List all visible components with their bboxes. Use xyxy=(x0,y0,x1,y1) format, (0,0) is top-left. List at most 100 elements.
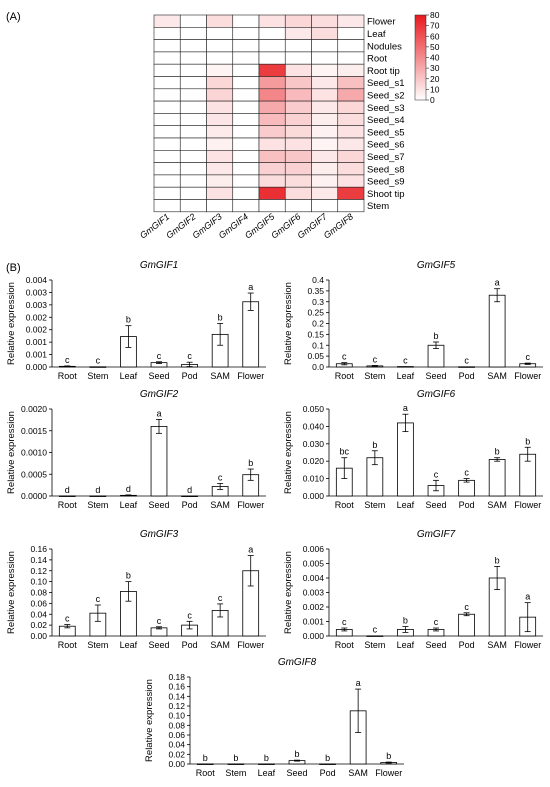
y-tick-label: 0.010 xyxy=(303,474,325,484)
heatmap-row-label: Leaf xyxy=(367,29,386,40)
heatmap-cell xyxy=(337,88,365,102)
chart-title: GmGIF8 xyxy=(278,657,317,668)
heatmap-col-label: GmGIF8 xyxy=(322,211,355,240)
x-tick-label: Root xyxy=(335,640,355,650)
heatmap-cell xyxy=(232,174,260,188)
heatmap-cell xyxy=(206,162,234,176)
x-tick-label: Seed xyxy=(425,371,446,381)
x-tick-label: Stem xyxy=(87,500,108,510)
y-tick-label: 0.004 xyxy=(26,275,48,285)
heatmap-cell xyxy=(337,26,365,40)
heatmap-row-label: Seed_s6 xyxy=(367,140,405,151)
x-tick-label: Flower xyxy=(514,640,541,650)
bar xyxy=(58,495,76,497)
y-tick-label: 0.002 xyxy=(303,602,325,612)
heatmap-cell xyxy=(284,26,312,40)
bar xyxy=(458,366,475,368)
y-tick-label: 0.02 xyxy=(168,749,185,759)
y-axis-label: Relative expression xyxy=(6,282,17,365)
heatmap-cell xyxy=(337,39,365,53)
heatmap-cell xyxy=(284,14,312,28)
significance-letter: b xyxy=(233,753,238,763)
significance-letter: c xyxy=(65,614,70,624)
y-tick-label: 0.1 xyxy=(312,340,324,350)
y-tick-label: 0.003 xyxy=(26,300,48,310)
x-tick-label: Leaf xyxy=(120,640,138,650)
chart-title: GmGIF7 xyxy=(417,529,456,540)
significance-letter: c xyxy=(342,617,347,627)
heatmap-cell xyxy=(206,14,234,28)
y-tick-label: 0.006 xyxy=(303,544,325,554)
heatmap-cell xyxy=(284,162,312,176)
y-tick-label: 0.4 xyxy=(312,275,324,285)
chart-title: GmGIF6 xyxy=(417,389,456,400)
heatmap-cell xyxy=(337,76,365,90)
significance-letter: d xyxy=(126,484,131,494)
bar xyxy=(458,613,475,637)
bar xyxy=(242,301,260,368)
x-tick-label: Seed xyxy=(286,768,307,778)
bar-chart-GmGIF1: GmGIF1 Relative expression 0.000 0.001 0.001… xyxy=(6,260,266,381)
y-tick-label: 0.3 xyxy=(312,297,324,307)
heatmap-cell xyxy=(179,100,207,114)
y-tick-label: 0.0005 xyxy=(21,469,47,479)
heatmap-cell xyxy=(258,186,286,200)
significance-letter: c xyxy=(157,616,162,626)
heatmap-cell xyxy=(206,100,234,114)
significance-letter: b xyxy=(218,313,223,323)
y-tick-label: 0.18 xyxy=(168,672,185,682)
significance-letter: a xyxy=(248,545,253,555)
colorbar-tick-label: 40 xyxy=(430,53,440,63)
heatmap-cell xyxy=(258,14,286,28)
significance-letter: c xyxy=(65,355,70,365)
y-tick-label: 0.000 xyxy=(303,491,325,501)
heatmap-cell xyxy=(232,51,260,65)
x-tick-label: Root xyxy=(58,371,78,381)
significance-letter: b xyxy=(495,555,500,565)
bar xyxy=(196,763,214,765)
heatmap-cell xyxy=(311,186,339,200)
y-axis-label: Relative expression xyxy=(283,282,294,365)
y-tick-label: 0.050 xyxy=(303,404,325,414)
x-tick-label: SAM xyxy=(210,500,230,510)
heatmap-cell xyxy=(179,174,207,188)
panel-label-b: (B) xyxy=(6,262,21,274)
heatmap-cell xyxy=(153,88,181,102)
y-tick-label: 0.25 xyxy=(307,308,324,318)
y-tick-label: 0.02 xyxy=(30,620,47,630)
significance-letter: a xyxy=(403,403,408,413)
heatmap-cell xyxy=(179,186,207,200)
heatmap-cell xyxy=(153,125,181,139)
heatmap-cell xyxy=(232,150,260,163)
y-tick-label: 0.05 xyxy=(307,351,324,361)
x-tick-label: Root xyxy=(58,640,78,650)
y-axis-label: Relative expression xyxy=(144,679,155,762)
y-axis-label: Relative expression xyxy=(283,411,294,494)
colorbar-tick-label: 50 xyxy=(430,42,440,52)
bar xyxy=(227,763,245,765)
y-tick-label: 0.14 xyxy=(168,691,185,701)
x-tick-label: Root xyxy=(335,371,355,381)
y-tick-label: 0.0 xyxy=(312,362,324,372)
heatmap-cell xyxy=(153,186,181,200)
x-tick-label: Pod xyxy=(182,640,198,650)
heatmap-row-label: Seed_s8 xyxy=(367,164,405,175)
heatmap-cell xyxy=(232,63,260,77)
y-tick-label: 0.001 xyxy=(26,337,48,347)
heatmap-row-label: Seed_s3 xyxy=(367,103,405,114)
significance-letter: d xyxy=(95,485,100,495)
y-tick-label: 0.35 xyxy=(307,286,324,296)
heatmap-cell xyxy=(258,88,286,102)
significance-letter: c xyxy=(342,352,347,362)
heatmap-cell xyxy=(284,100,312,114)
heatmap-cell xyxy=(284,199,312,213)
heatmap-cell xyxy=(153,39,181,53)
bar xyxy=(488,294,506,368)
y-tick-label: 0.06 xyxy=(30,598,47,608)
heatmap-cell xyxy=(284,76,312,90)
heatmap-cell xyxy=(179,76,207,90)
y-tick-label: 0.10 xyxy=(30,577,47,587)
heatmap-cell xyxy=(258,137,286,151)
